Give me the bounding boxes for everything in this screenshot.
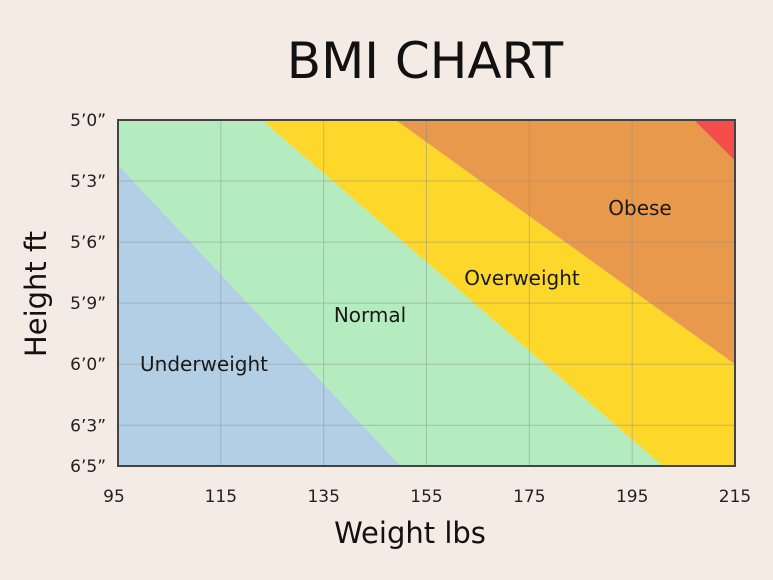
y-tick-label: 6’5” [70, 457, 106, 477]
x-tick-label: 95 [103, 487, 125, 507]
zones [118, 120, 735, 466]
x-tick-label: 175 [513, 487, 545, 507]
zone-overweight [261, 120, 735, 466]
zone-obese [395, 120, 735, 365]
zone-extremely-obese [693, 120, 735, 161]
zone-label-underweight: Underweight [140, 352, 268, 376]
zone-label-obese: Obese [608, 196, 671, 220]
y-tick-label: 6’0” [70, 355, 106, 375]
y-tick-label: 5’6” [70, 233, 106, 253]
y-tick-labels: 5’0” 5’3” 5’6” 5’9” 6’0” 6’3” 6’5” [70, 111, 106, 477]
x-tick-label: 215 [719, 487, 751, 507]
zone-label-overweight: Overweight [464, 266, 580, 290]
x-tick-labels: 95 115 135 155 175 195 215 [103, 487, 751, 507]
x-axis-title: Weight lbs [334, 516, 486, 550]
zone-normal [118, 120, 664, 466]
y-axis-title: Height ft [19, 231, 53, 357]
y-tick-label: 5’3” [70, 172, 106, 192]
gridlines [118, 120, 735, 466]
x-tick-label: 115 [205, 487, 237, 507]
x-tick-label: 195 [616, 487, 648, 507]
y-tick-label: 6’3” [70, 416, 106, 436]
zone-labels: Underweight Normal Overweight Obese [140, 196, 672, 376]
y-tick-label: 5’9” [70, 294, 106, 314]
chart-title: BMI CHART [287, 32, 564, 90]
plot-frame [117, 119, 736, 467]
zone-label-normal: Normal [334, 303, 406, 327]
y-tick-label: 5’0” [70, 111, 106, 131]
x-tick-label: 155 [410, 487, 442, 507]
x-tick-label: 135 [307, 487, 339, 507]
